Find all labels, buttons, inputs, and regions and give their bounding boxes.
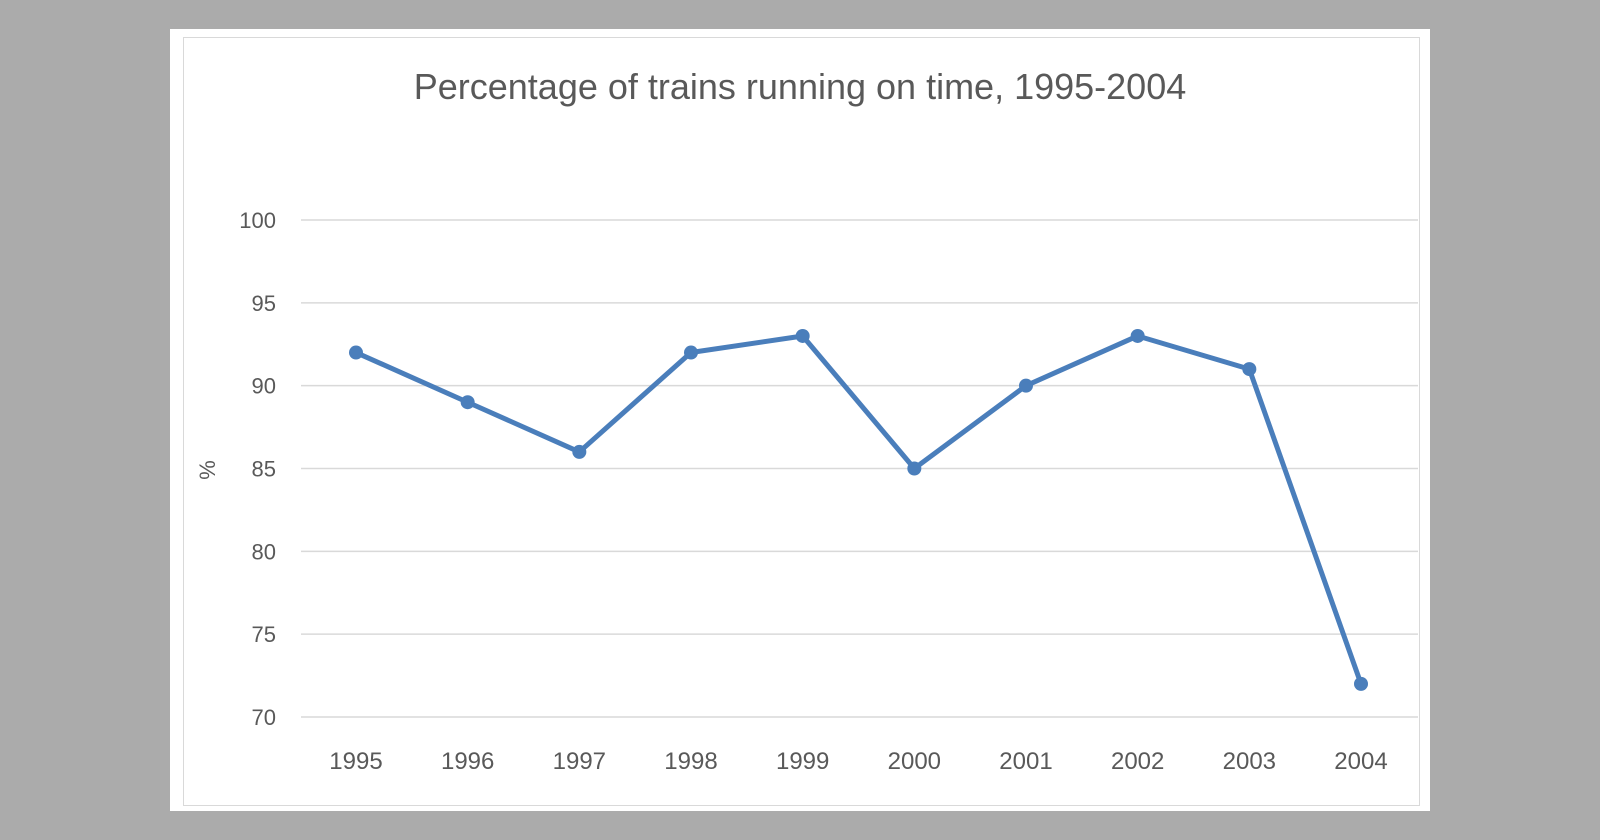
data-point — [795, 328, 810, 343]
data-point — [349, 345, 363, 360]
series-line — [354, 333, 1364, 685]
series-group — [349, 328, 1368, 691]
x-axis-ticks: 1995 1996 1997 1998 1999 2000 2001 2002 2003 2004 — [329, 748, 1387, 775]
x-tick-label: 2001 — [999, 748, 1052, 775]
data-point — [1354, 676, 1368, 691]
chart-title: Percentage of trains running on time, 19… — [414, 66, 1187, 107]
y-tick-label: 100 — [239, 208, 276, 233]
data-point — [460, 395, 475, 410]
data-point — [1242, 362, 1257, 377]
x-tick-label: 1999 — [776, 748, 829, 775]
data-point — [572, 444, 587, 459]
y-axis-ticks: 70 75 80 85 90 95 100 — [239, 208, 276, 730]
y-axis-label: % — [195, 460, 220, 480]
data-point — [684, 345, 698, 360]
y-tick-label: 75 — [252, 622, 276, 647]
x-tick-label: 2003 — [1223, 748, 1276, 775]
data-point — [907, 461, 922, 476]
chart-area-border — [183, 37, 1420, 806]
y-tick-label: 80 — [252, 539, 276, 564]
x-tick-label: 1995 — [329, 748, 382, 775]
x-tick-label: 2004 — [1334, 748, 1387, 775]
y-tick-label: 95 — [252, 291, 276, 316]
y-tick-label: 90 — [252, 374, 276, 399]
x-tick-label: 1997 — [553, 748, 606, 775]
data-point — [1130, 328, 1145, 343]
x-tick-label: 2000 — [888, 748, 941, 775]
y-tick-label: 70 — [252, 705, 276, 730]
y-tick-label: 85 — [252, 457, 276, 482]
chart-panel — [170, 29, 1430, 811]
data-point — [1019, 378, 1033, 393]
x-tick-label: 1998 — [664, 748, 717, 775]
x-tick-label: 2002 — [1111, 748, 1164, 775]
x-tick-label: 1996 — [441, 748, 494, 775]
gridlines — [301, 219, 1418, 718]
